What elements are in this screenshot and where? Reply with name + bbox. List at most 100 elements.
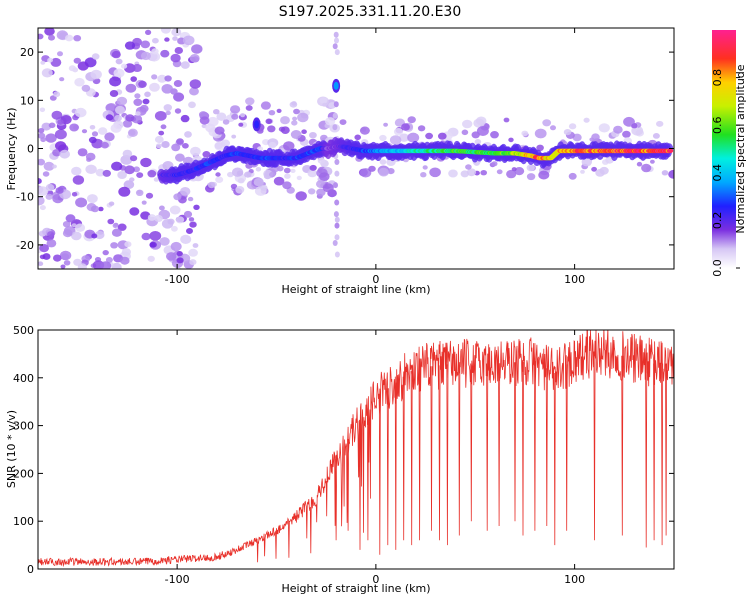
- noise-blob: [214, 142, 223, 150]
- noise-blob: [379, 159, 387, 165]
- streak-blob: [334, 216, 340, 223]
- noise-blob: [245, 105, 253, 111]
- noise-blob: [244, 171, 252, 178]
- noise-blob: [417, 125, 426, 132]
- noise-blob: [87, 194, 98, 204]
- noise-blob: [190, 146, 201, 156]
- noise-blob: [135, 189, 144, 196]
- streak-blob: [334, 234, 340, 241]
- noise-blob: [40, 60, 46, 65]
- noise-blob: [238, 122, 244, 127]
- noise-blob: [188, 101, 196, 109]
- noise-blob: [383, 122, 388, 127]
- noise-blob: [480, 170, 488, 176]
- streak-blob: [334, 170, 340, 177]
- noise-blob: [235, 186, 245, 194]
- noise-blob: [425, 132, 433, 140]
- noise-blob: [166, 252, 177, 261]
- noise-blob: [476, 126, 489, 136]
- noise-blob: [283, 167, 291, 174]
- noise-blob: [111, 228, 122, 237]
- noise-blob: [147, 170, 157, 178]
- spectrogram-y-tick-label: 0: [27, 143, 34, 156]
- noise-blob: [199, 111, 208, 119]
- noise-blob: [466, 168, 477, 177]
- noise-blob: [526, 164, 535, 172]
- snr-y-label: SNR (10 * v/v): [5, 410, 18, 488]
- noise-blob: [132, 64, 142, 72]
- noise-blob: [641, 163, 652, 173]
- noise-blob: [141, 200, 147, 205]
- noise-blob: [57, 119, 64, 125]
- noise-blob: [151, 74, 158, 80]
- noise-blob: [121, 63, 128, 69]
- noise-blob: [378, 167, 389, 177]
- noise-blob: [73, 57, 82, 64]
- noise-blob: [55, 187, 64, 194]
- noise-blob: [125, 83, 137, 93]
- noise-blob: [202, 151, 211, 158]
- noise-blob: [57, 51, 63, 57]
- noise-blob: [157, 74, 167, 83]
- noise-blob: [180, 114, 190, 123]
- spectrogram-y-ticks: 20 10 0 -10 -20: [16, 46, 674, 252]
- noise-blob: [41, 122, 52, 131]
- spectrogram-y-tick-label: 20: [20, 46, 34, 59]
- noise-blob: [534, 128, 547, 139]
- noise-blob: [160, 124, 167, 130]
- noise-blob: [90, 69, 102, 80]
- noise-blob: [134, 93, 141, 99]
- noise-blob: [169, 205, 181, 215]
- noise-blob: [598, 123, 610, 133]
- noise-blob: [253, 178, 264, 187]
- noise-blob: [45, 133, 57, 143]
- noise-blob: [47, 57, 53, 63]
- noise-blob: [236, 170, 244, 176]
- snr-x-ticks: -100 0 100: [165, 330, 585, 586]
- noise-blob: [125, 114, 135, 122]
- noise-blob: [360, 168, 372, 178]
- noise-blob: [269, 171, 276, 178]
- noise-blob: [180, 61, 190, 69]
- noise-blob: [291, 101, 297, 106]
- noise-blob: [193, 204, 200, 210]
- noise-blob: [164, 37, 170, 42]
- noise-blob: [130, 155, 138, 162]
- noise-blob: [39, 244, 49, 253]
- noise-blob: [46, 239, 57, 248]
- streak-blob: [334, 199, 340, 206]
- noise-blob: [117, 171, 127, 179]
- snr-y-tick-label: 100: [13, 515, 34, 528]
- noise-blob: [105, 257, 113, 263]
- spectrogram-x-tick-label: 0: [372, 273, 379, 286]
- noise-blob: [124, 41, 136, 50]
- noise-blob: [95, 168, 106, 177]
- noise-blob: [71, 166, 82, 176]
- noise-blob: [407, 132, 420, 143]
- noise-blob: [176, 257, 184, 264]
- noise-blob: [650, 159, 655, 164]
- noise-blob: [77, 61, 89, 71]
- noise-blob: [117, 223, 127, 231]
- noise-blob: [438, 132, 447, 140]
- noise-blob: [295, 191, 307, 201]
- noise-blob: [71, 223, 77, 228]
- noise-blob: [207, 181, 216, 189]
- noise-blob: [38, 128, 45, 134]
- noise-blob: [107, 218, 115, 225]
- noise-blob: [379, 134, 387, 142]
- streak-blob: [332, 43, 338, 50]
- noise-blob: [141, 232, 151, 241]
- noise-blob: [133, 98, 143, 107]
- noise-blob: [62, 221, 71, 228]
- noise-blob: [124, 241, 132, 248]
- noise-blob: [490, 131, 499, 139]
- noise-blob: [268, 141, 277, 149]
- noise-blob: [130, 76, 137, 82]
- noise-blob: [240, 113, 246, 118]
- noise-blob: [135, 111, 141, 116]
- noise-blob: [129, 177, 135, 182]
- snr-y-tick-label: 500: [13, 324, 34, 337]
